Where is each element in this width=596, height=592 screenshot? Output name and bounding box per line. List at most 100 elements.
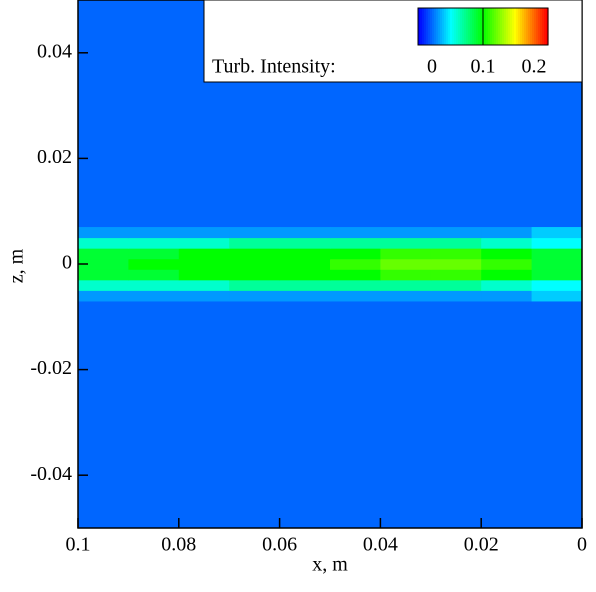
colorbar-swatch: [528, 8, 531, 45]
cell: [78, 237, 129, 249]
colorbar-swatch: [430, 8, 433, 45]
colorbar-swatch: [436, 8, 439, 45]
cell: [128, 279, 180, 291]
colorbar-swatch: [446, 8, 449, 45]
cell: [380, 248, 432, 260]
cell: [229, 269, 281, 281]
cell: [78, 227, 129, 239]
cell: [380, 237, 432, 249]
y-tick-label: 0.02: [37, 146, 72, 168]
cell: [229, 248, 281, 260]
colorbar-swatch: [514, 8, 517, 45]
cell: [481, 279, 533, 291]
cell: [128, 258, 180, 270]
colorbar-swatch: [458, 8, 461, 45]
cell: [279, 269, 331, 281]
colorbar-swatch: [474, 8, 477, 45]
cell: [330, 290, 381, 302]
colorbar-swatch: [418, 8, 421, 45]
colorbar-swatch: [454, 8, 457, 45]
colorbar-swatch: [530, 8, 533, 45]
colorbar-swatch: [422, 8, 425, 45]
cell: [229, 227, 281, 239]
cell: [128, 237, 180, 249]
cell: [330, 227, 381, 239]
colorbar-swatch: [494, 8, 497, 45]
cell: [531, 279, 583, 291]
colorbar-swatch: [502, 8, 505, 45]
colorbar-swatch: [538, 8, 541, 45]
colorbar-swatch: [524, 8, 527, 45]
cell: [279, 290, 331, 302]
colorbar-swatch: [504, 8, 507, 45]
x-tick-label: 0.08: [161, 534, 196, 556]
cell: [279, 248, 331, 260]
colorbar-swatch: [450, 8, 453, 45]
cell: [481, 248, 533, 260]
cell: [178, 269, 230, 281]
cell: [330, 237, 381, 249]
colorbar-swatch: [424, 8, 427, 45]
colorbar-swatch: [456, 8, 459, 45]
cell: [481, 269, 533, 281]
colorbar-swatch: [518, 8, 521, 45]
colorbar-swatch: [448, 8, 451, 45]
colorbar-tick-label: 0.1: [471, 56, 496, 78]
colorbar-swatch: [546, 8, 549, 45]
cell: [380, 269, 432, 281]
x-tick-label: 0.02: [464, 534, 499, 556]
x-axis-label: x, m: [312, 554, 348, 576]
colorbar-swatch: [540, 8, 543, 45]
colorbar-swatch: [478, 8, 481, 45]
cell: [380, 227, 432, 239]
y-tick-label: -0.02: [30, 357, 72, 379]
cell: [78, 279, 129, 291]
cell: [279, 227, 331, 239]
cell: [481, 290, 533, 302]
colorbar-swatch: [466, 8, 469, 45]
cell: [481, 237, 533, 249]
x-tick-label: 0: [577, 534, 587, 556]
cell: [128, 269, 180, 281]
cell: [229, 290, 281, 302]
cell: [330, 258, 381, 270]
colorbar-swatch: [452, 8, 455, 45]
cell: [531, 237, 583, 249]
cell: [128, 248, 180, 260]
colorbar-tick-label: 0: [427, 56, 437, 78]
cell: [430, 227, 482, 239]
y-axis-label: z, m: [6, 248, 28, 283]
colorbar-swatch: [438, 8, 441, 45]
cell: [330, 248, 381, 260]
cell: [229, 279, 281, 291]
cell: [380, 258, 432, 270]
cell: [380, 279, 432, 291]
cell: [178, 258, 230, 270]
cell: [531, 290, 583, 302]
cell: [178, 279, 230, 291]
cell: [78, 269, 129, 281]
colorbar-swatch: [432, 8, 435, 45]
colorbar-swatch: [420, 8, 423, 45]
cell: [330, 279, 381, 291]
colorbar-swatch: [544, 8, 547, 45]
cell: [279, 279, 331, 291]
colorbar-swatch: [498, 8, 501, 45]
cell: [430, 269, 482, 281]
colorbar-swatch: [534, 8, 537, 45]
colorbar-swatch: [516, 8, 519, 45]
x-tick-label: 0.06: [262, 534, 297, 556]
cell: [78, 258, 129, 270]
colorbar-swatch: [496, 8, 499, 45]
colorbar-swatch: [464, 8, 467, 45]
colorbar-swatch: [492, 8, 495, 45]
y-tick-label: -0.04: [30, 463, 72, 485]
colorbar-swatch: [476, 8, 479, 45]
colorbar-swatch: [484, 8, 487, 45]
colorbar-swatch: [440, 8, 443, 45]
cell: [178, 237, 230, 249]
colorbar-swatch: [506, 8, 509, 45]
colorbar-swatch: [462, 8, 465, 45]
x-tick-label: 0.04: [363, 534, 398, 556]
